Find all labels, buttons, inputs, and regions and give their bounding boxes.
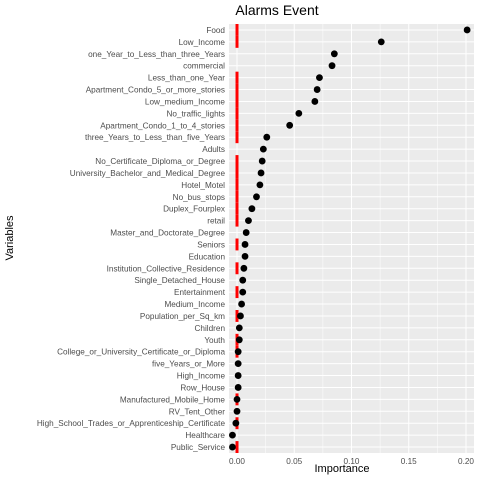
data-point xyxy=(328,62,336,70)
data-point xyxy=(257,169,265,177)
data-point xyxy=(238,300,245,308)
y-tick-label: Healthcare xyxy=(185,431,225,440)
data-point xyxy=(232,419,240,427)
data-point xyxy=(311,98,319,105)
data-point xyxy=(239,288,247,296)
y-tick-label: No_bus_stops xyxy=(173,193,225,202)
y-tick-labels: Food Low_Income one_Year_to_Less_than_thre… xyxy=(37,26,226,452)
y-tick-label: one_Year_to_Less_than_three_Years xyxy=(88,50,225,59)
data-point xyxy=(313,86,321,93)
data-point xyxy=(258,157,266,165)
y-tick-label: Duplex_Fourplex xyxy=(163,205,225,214)
y-tick-label: Youth xyxy=(204,336,225,345)
data-point xyxy=(245,217,252,225)
data-point xyxy=(234,360,242,368)
data-point xyxy=(239,276,247,284)
data-point xyxy=(316,74,323,82)
data-point xyxy=(330,50,338,58)
y-tick-label: Food xyxy=(206,26,225,35)
y-tick-label: No_traffic_lights xyxy=(166,109,225,118)
y-tick-label: University_Bachelor_and_Medical_Degree xyxy=(70,169,226,178)
data-point xyxy=(259,145,267,153)
y-tick-label: three_Years_to_Less_than_five_Years xyxy=(85,133,225,142)
data-point xyxy=(234,384,242,391)
data-point xyxy=(234,348,242,356)
y-tick-label: Education xyxy=(189,252,226,261)
y-tick-label: No_Certificate_Diploma_or_Degree xyxy=(95,157,225,166)
data-point xyxy=(242,229,250,236)
y-tick-label: College_or_University_Certificate_or_Dip… xyxy=(57,348,225,357)
y-tick-label: Low_Income xyxy=(179,38,226,47)
data-point xyxy=(377,38,385,46)
y-tick-label: Low_medium_Income xyxy=(145,97,226,106)
y-tick-label: Apartment_Condo_1_to_4_stories xyxy=(100,121,225,130)
y-tick-label: Adults xyxy=(202,145,225,154)
y-tick-label: Manufactured_Mobile_Home xyxy=(120,395,226,404)
chart-title: Alarms Event xyxy=(235,2,318,18)
data-point xyxy=(286,121,294,129)
data-point xyxy=(295,109,303,117)
data-point xyxy=(229,443,236,451)
data-point xyxy=(241,252,249,260)
y-tick-label: retail xyxy=(207,217,225,226)
y-tick-label: Seniors xyxy=(197,240,225,249)
y-tick-label: Less_than_one_Year xyxy=(148,74,225,83)
data-point xyxy=(237,312,244,320)
data-point xyxy=(240,264,248,272)
x-tick-label: 0.15 xyxy=(401,457,417,466)
y-tick-label: Population_per_Sq_km xyxy=(140,312,225,321)
data-point xyxy=(233,395,241,403)
y-axis-title: Variables xyxy=(4,215,16,261)
y-tick-label: Hotel_Motel xyxy=(181,181,225,190)
data-point xyxy=(233,407,241,415)
x-tick-label: 0.00 xyxy=(229,457,245,466)
data-point xyxy=(263,133,271,141)
x-tick-labels: 0.00 0.05 0.10 0.15 0.20 xyxy=(229,457,474,466)
data-point xyxy=(229,431,236,439)
y-tick-label: Children xyxy=(195,324,226,333)
data-point xyxy=(256,181,264,189)
data-point xyxy=(235,324,243,332)
y-tick-label: five_Years_or_More xyxy=(152,360,225,369)
y-tick-label: Institution_Collective_Residence xyxy=(107,264,226,273)
y-tick-label: Single_Detached_House xyxy=(134,276,225,285)
y-tick-label: RV_Tent_Other xyxy=(169,407,226,416)
y-tick-label: commercial xyxy=(183,62,225,71)
x-axis-title: Importance xyxy=(314,463,369,475)
data-point xyxy=(248,205,256,213)
y-tick-label: Apartment_Condo_5_or_more_stories xyxy=(86,86,225,95)
y-tick-label: Row_House xyxy=(180,383,225,392)
grid-lines xyxy=(229,24,474,453)
y-tick-label: Master_and_Doctorate_Degree xyxy=(110,229,225,238)
y-tick-label: Medium_Income xyxy=(164,300,225,309)
y-tick-label: Public_Service xyxy=(171,443,226,452)
data-point xyxy=(241,241,249,248)
y-tick-label: High_Income xyxy=(177,372,226,381)
x-tick-label: 0.05 xyxy=(286,457,302,466)
data-point xyxy=(235,336,243,344)
data-points xyxy=(229,26,471,451)
data-point xyxy=(463,26,471,34)
data-point xyxy=(253,193,260,201)
y-tick-label: High_School_Trades_or_Apprenticeship_Cer… xyxy=(37,419,226,428)
x-tick-label: 0.20 xyxy=(458,457,474,466)
x-tick-label: 0.10 xyxy=(344,457,360,466)
data-point xyxy=(234,372,242,379)
y-tick-label: Entertainment xyxy=(174,288,226,297)
